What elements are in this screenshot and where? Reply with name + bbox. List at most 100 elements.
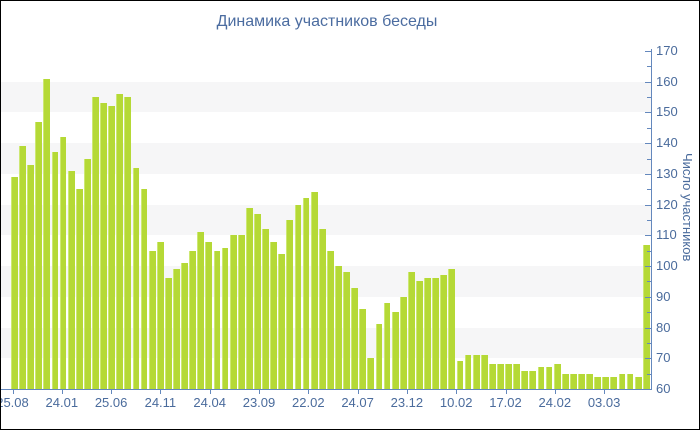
- y-major-tick: [645, 235, 651, 237]
- y-minor-tick: [647, 66, 651, 68]
- y-minor-tick: [647, 312, 651, 314]
- chart-bar: [383, 302, 391, 389]
- chart-title: Динамика участников беседы: [216, 13, 438, 30]
- x-tick-label: 23.09: [242, 395, 276, 410]
- chart-bar: [480, 355, 488, 389]
- y-major-tick: [645, 51, 651, 52]
- y-tick-label: 160: [656, 73, 678, 89]
- chart-bar: [237, 235, 245, 389]
- x-tick-label: 03.03: [587, 395, 621, 410]
- chart-bar: [359, 309, 367, 389]
- chart-bar: [92, 97, 99, 389]
- chart-bar: [11, 176, 18, 389]
- chart-bar: [642, 244, 650, 389]
- chart-bar: [75, 189, 83, 389]
- x-tick: [160, 390, 162, 394]
- chart-bar: [578, 373, 585, 389]
- y-major-tick: [645, 81, 651, 83]
- chart-bar: [521, 370, 529, 389]
- chart-bar: [67, 170, 75, 389]
- x-tick: [61, 390, 63, 394]
- chart-bar: [537, 367, 545, 389]
- chart-bar: [156, 241, 164, 389]
- x-tick-label: 22.02: [292, 395, 325, 410]
- x-tick: [357, 390, 359, 394]
- y-tick-label: 120: [656, 196, 678, 212]
- x-tick-label: 24.11: [144, 395, 177, 410]
- chart-bar: [294, 204, 302, 389]
- chart-bar: [618, 373, 626, 389]
- chart-bar: [488, 364, 496, 389]
- chart-bar: [594, 376, 602, 389]
- x-tick-label: 24.02: [538, 395, 572, 410]
- x-tick-label: 24.01: [45, 395, 79, 410]
- chart-bar: [205, 241, 213, 389]
- chart-bar: [83, 158, 91, 389]
- chart-bar: [326, 250, 334, 389]
- x-tick: [406, 390, 408, 394]
- chart-bar: [221, 247, 229, 389]
- chart-bar: [545, 367, 553, 389]
- chart-bar: [213, 250, 221, 389]
- y-tick-label: 100: [656, 258, 678, 274]
- y-tick-label: 170: [656, 43, 678, 58]
- chart-bar: [448, 269, 456, 389]
- y-minor-tick: [647, 281, 651, 283]
- x-tick: [12, 390, 14, 394]
- chart-bar: [464, 355, 472, 389]
- y-major-tick: [645, 358, 651, 360]
- y-major-tick: [645, 204, 651, 206]
- chart-bar: [602, 376, 610, 389]
- chart-bar: [399, 296, 407, 389]
- chart-bar: [108, 106, 116, 389]
- y-tick-label: 130: [656, 165, 678, 181]
- chart-bar: [124, 97, 132, 389]
- y-tick-label: 110: [656, 227, 677, 243]
- chart-bar: [19, 146, 26, 389]
- chart-bar: [181, 263, 188, 389]
- chart-bar: [59, 137, 67, 389]
- y-tick-label: 70: [656, 350, 671, 366]
- chart-bar: [254, 213, 261, 389]
- chart-bar: [569, 373, 577, 389]
- chart-bar: [407, 272, 415, 389]
- x-tick-label: 17.02: [489, 395, 522, 410]
- chart-bar: [164, 278, 172, 389]
- chart-bar: [367, 358, 375, 389]
- x-tick: [111, 390, 113, 394]
- chart-bar: [27, 164, 35, 389]
- y-tick-label: 90: [656, 288, 671, 304]
- chart-bar: [456, 361, 464, 389]
- y-minor-tick: [647, 158, 651, 160]
- chart-bar: [173, 269, 180, 389]
- x-tick-label: 24.04: [193, 395, 226, 410]
- chart-bar: [43, 78, 51, 389]
- chart-bar: [35, 121, 43, 389]
- chart-bar: [286, 220, 294, 389]
- chart-bar: [132, 167, 140, 389]
- y-minor-tick: [647, 127, 651, 129]
- chart-bar: [318, 229, 326, 389]
- chart-bar: [497, 364, 504, 389]
- chart-bar: [278, 253, 286, 389]
- y-major-tick: [645, 327, 651, 329]
- chart-bar: [626, 373, 634, 389]
- chart-bar: [343, 272, 350, 389]
- y-major-tick: [645, 112, 651, 114]
- y-tick-label: 60: [656, 381, 671, 396]
- chart-bar: [440, 275, 448, 389]
- y-minor-tick: [647, 373, 651, 375]
- chart-bar: [472, 355, 480, 389]
- x-tick-label: 23.12: [390, 395, 424, 410]
- chart-bar: [424, 278, 431, 389]
- chart-bar: [586, 373, 593, 389]
- y-major-tick: [645, 143, 651, 145]
- y-minor-tick: [647, 189, 651, 191]
- chart-bar: [505, 364, 512, 389]
- chart-bar: [335, 266, 342, 389]
- chart-bar: [116, 94, 124, 389]
- chart-bar: [553, 364, 561, 389]
- y-tick-label: 150: [656, 104, 678, 120]
- y-minor-tick: [647, 97, 651, 99]
- x-tick: [604, 390, 606, 394]
